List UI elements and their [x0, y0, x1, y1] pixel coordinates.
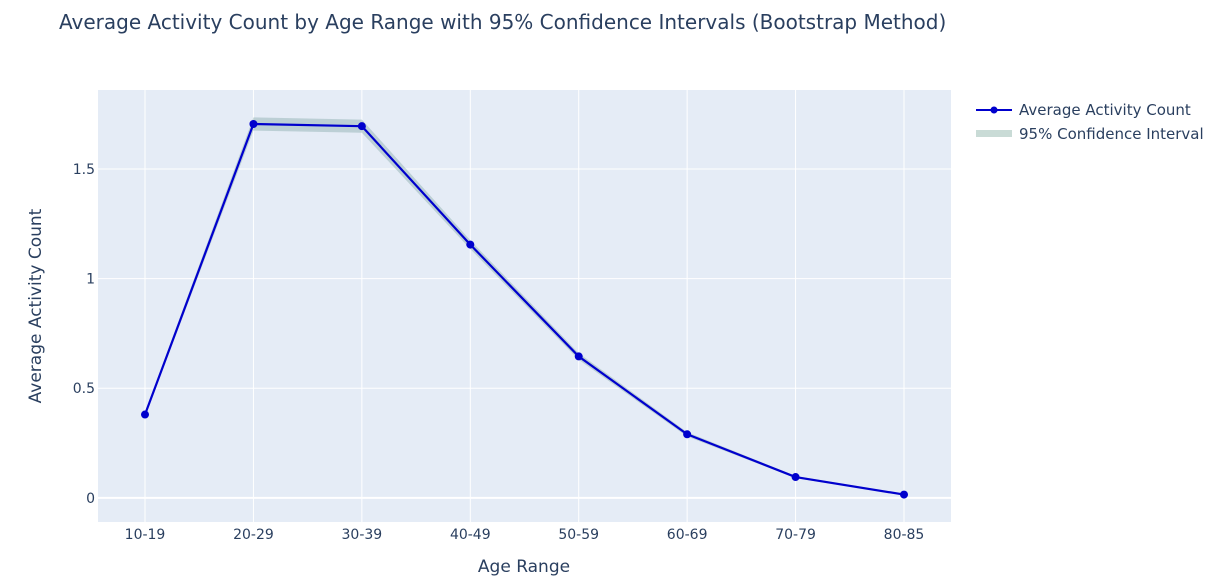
- x-tick-label-50-59: 50-59: [558, 527, 599, 543]
- plot-area: [98, 90, 951, 522]
- series-line: [143, 122, 905, 496]
- series-line-layer: [143, 122, 905, 496]
- data-point-10-19: [141, 410, 149, 419]
- legend-series-label: Average Activity Count: [1019, 101, 1191, 119]
- x-tick-label-10-19: 10-19: [125, 527, 166, 543]
- x-tick-label-80-85: 80-85: [884, 527, 925, 543]
- legend-band-label: 95% Confidence Interval: [1019, 125, 1204, 143]
- data-point-60-69: [683, 430, 692, 439]
- x-tick-labels: 10-19 20-29 30-39 40-49 50-59 60-69 70-79 80-85: [125, 527, 925, 543]
- data-point-50-59: [574, 352, 583, 361]
- y-tick-label: 1.5: [73, 162, 95, 178]
- y-tick-label: 0: [86, 491, 95, 507]
- x-axis-title: Age Range: [478, 557, 570, 577]
- y-tick-label: 0.5: [73, 381, 95, 397]
- data-point-20-29: [249, 119, 258, 128]
- x-tick-label-70-79: 70-79: [775, 527, 816, 543]
- grid-layer: [98, 90, 951, 522]
- x-tick-label-20-29: 20-29: [233, 527, 274, 543]
- data-point-40-49: [466, 240, 475, 249]
- x-tick-label-40-49: 40-49: [450, 527, 491, 543]
- legend-band-swatch-icon: [976, 130, 1012, 137]
- y-tick-label: 1: [86, 272, 95, 288]
- y-tick-labels: 0 0.5 1 1.5: [73, 162, 95, 507]
- series-marker-layer: [141, 119, 908, 499]
- data-point-80-85: [900, 490, 908, 499]
- data-point-30-39: [357, 122, 366, 131]
- x-tick-label-60-69: 60-69: [667, 527, 708, 543]
- legend-series-marker-icon: [990, 106, 998, 114]
- y-axis-title: Average Activity Count: [26, 208, 46, 403]
- legend-item-confidence-interval[interactable]: 95% Confidence Interval: [976, 125, 1204, 143]
- x-tick-label-30-39: 30-39: [342, 527, 383, 543]
- chart-title: Average Activity Count by Age Range with…: [59, 10, 946, 34]
- legend[interactable]: Average Activity Count 95% Confidence In…: [976, 101, 1204, 143]
- data-point-70-79: [791, 473, 800, 482]
- legend-item-series[interactable]: Average Activity Count: [976, 101, 1191, 119]
